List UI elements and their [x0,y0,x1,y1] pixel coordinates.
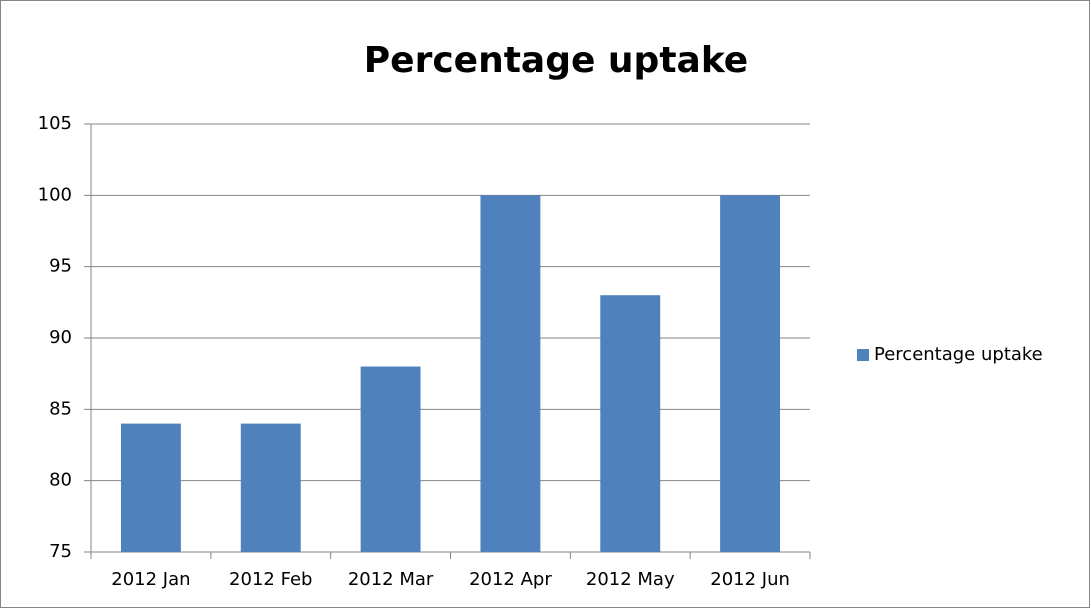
y-tick-label: 90 [49,327,72,348]
y-tick-label: 105 [38,113,72,134]
bar [360,366,421,552]
bar [240,423,301,552]
bar [480,195,541,553]
chart-title: Percentage uptake [364,40,748,81]
y-tick-label: 75 [49,541,72,562]
x-tick-label: 2012 May [586,569,675,590]
x-tick-label: 2012 Jun [710,569,790,590]
x-tick-label: 2012 Jan [111,569,190,590]
y-tick-label: 95 [49,256,72,277]
x-tick-label: 2012 Mar [348,569,434,590]
y-tick-label: 85 [49,398,72,419]
bar [120,423,181,552]
y-tick-label: 80 [49,470,72,491]
bar [600,295,661,552]
bar [720,195,781,553]
x-tick-label: 2012 Apr [469,569,552,590]
legend-swatch [857,349,869,361]
y-tick-label: 100 [38,184,72,205]
x-tick-label: 2012 Feb [229,569,312,590]
legend-label: Percentage uptake [874,344,1043,365]
